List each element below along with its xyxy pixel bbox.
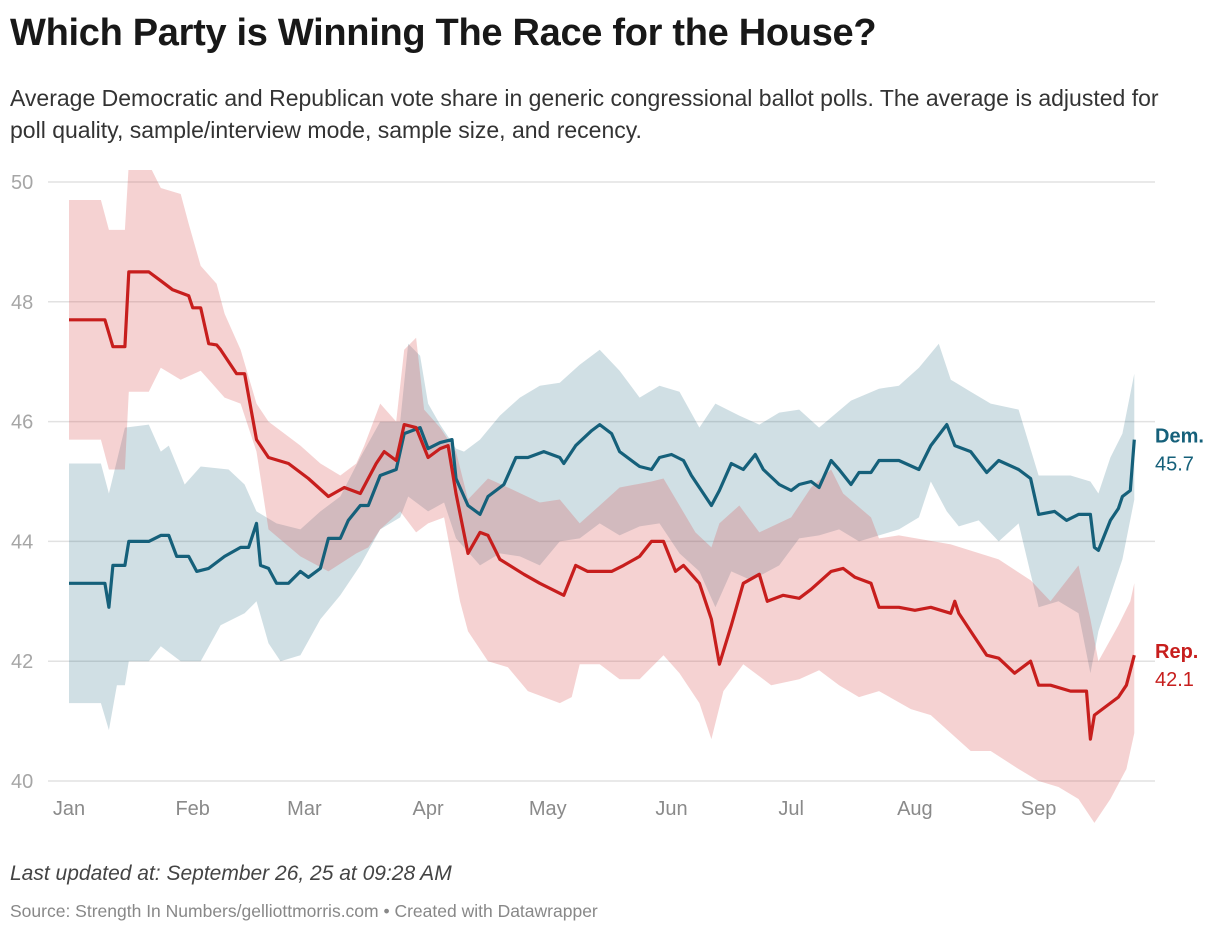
confidence-bands bbox=[69, 170, 1135, 823]
x-axis: Jan Feb Mar Apr May Jun Jul Aug Sep bbox=[53, 798, 1056, 820]
x-tick-label: Jan bbox=[53, 798, 85, 820]
rep-latest-value: 42.1 bbox=[1155, 669, 1194, 691]
dem-series-label: Dem. bbox=[1155, 426, 1204, 448]
y-tick-label: 50 bbox=[11, 172, 33, 194]
gridlines bbox=[48, 181, 1155, 782]
x-tick-label: Jun bbox=[655, 798, 687, 820]
source-credit: Source: Strength In Numbers/gelliottmorr… bbox=[10, 901, 598, 921]
dem-latest-value: 45.7 bbox=[1155, 454, 1194, 476]
rep-series-label: Rep. bbox=[1155, 641, 1198, 663]
x-tick-label: Feb bbox=[175, 798, 209, 820]
x-tick-label: Apr bbox=[413, 798, 444, 820]
x-tick-label: Jul bbox=[778, 798, 804, 820]
y-tick-label: 40 bbox=[11, 771, 33, 793]
line-chart: 40 42 44 46 48 50 Jan Feb Mar Apr May Jun Jul Aug Sep… bbox=[11, 170, 1204, 823]
series-lines bbox=[69, 270, 1136, 741]
x-tick-label: Mar bbox=[287, 798, 322, 820]
y-tick-label: 42 bbox=[11, 651, 33, 673]
x-tick-label: May bbox=[529, 798, 567, 820]
chart-subtitle: Average Democratic and Republican vote s… bbox=[10, 85, 1159, 143]
y-axis: 40 42 44 46 48 50 bbox=[11, 172, 33, 793]
series-labels: Dem. 45.7 Rep. 42.1 bbox=[1155, 426, 1204, 692]
rep-average-line bbox=[69, 270, 1136, 741]
rep-confidence-band bbox=[69, 170, 1135, 823]
last-updated: Last updated at: September 26, 25 at 09:… bbox=[10, 862, 452, 885]
y-tick-label: 46 bbox=[11, 412, 33, 434]
y-tick-label: 44 bbox=[11, 531, 33, 553]
chart-title: Which Party is Winning The Race for the … bbox=[10, 12, 877, 54]
y-tick-label: 48 bbox=[11, 292, 33, 314]
x-tick-label: Aug bbox=[897, 798, 933, 820]
x-tick-label: Sep bbox=[1021, 798, 1057, 820]
dem-confidence-band bbox=[69, 343, 1135, 731]
dem-average-line bbox=[69, 423, 1136, 609]
